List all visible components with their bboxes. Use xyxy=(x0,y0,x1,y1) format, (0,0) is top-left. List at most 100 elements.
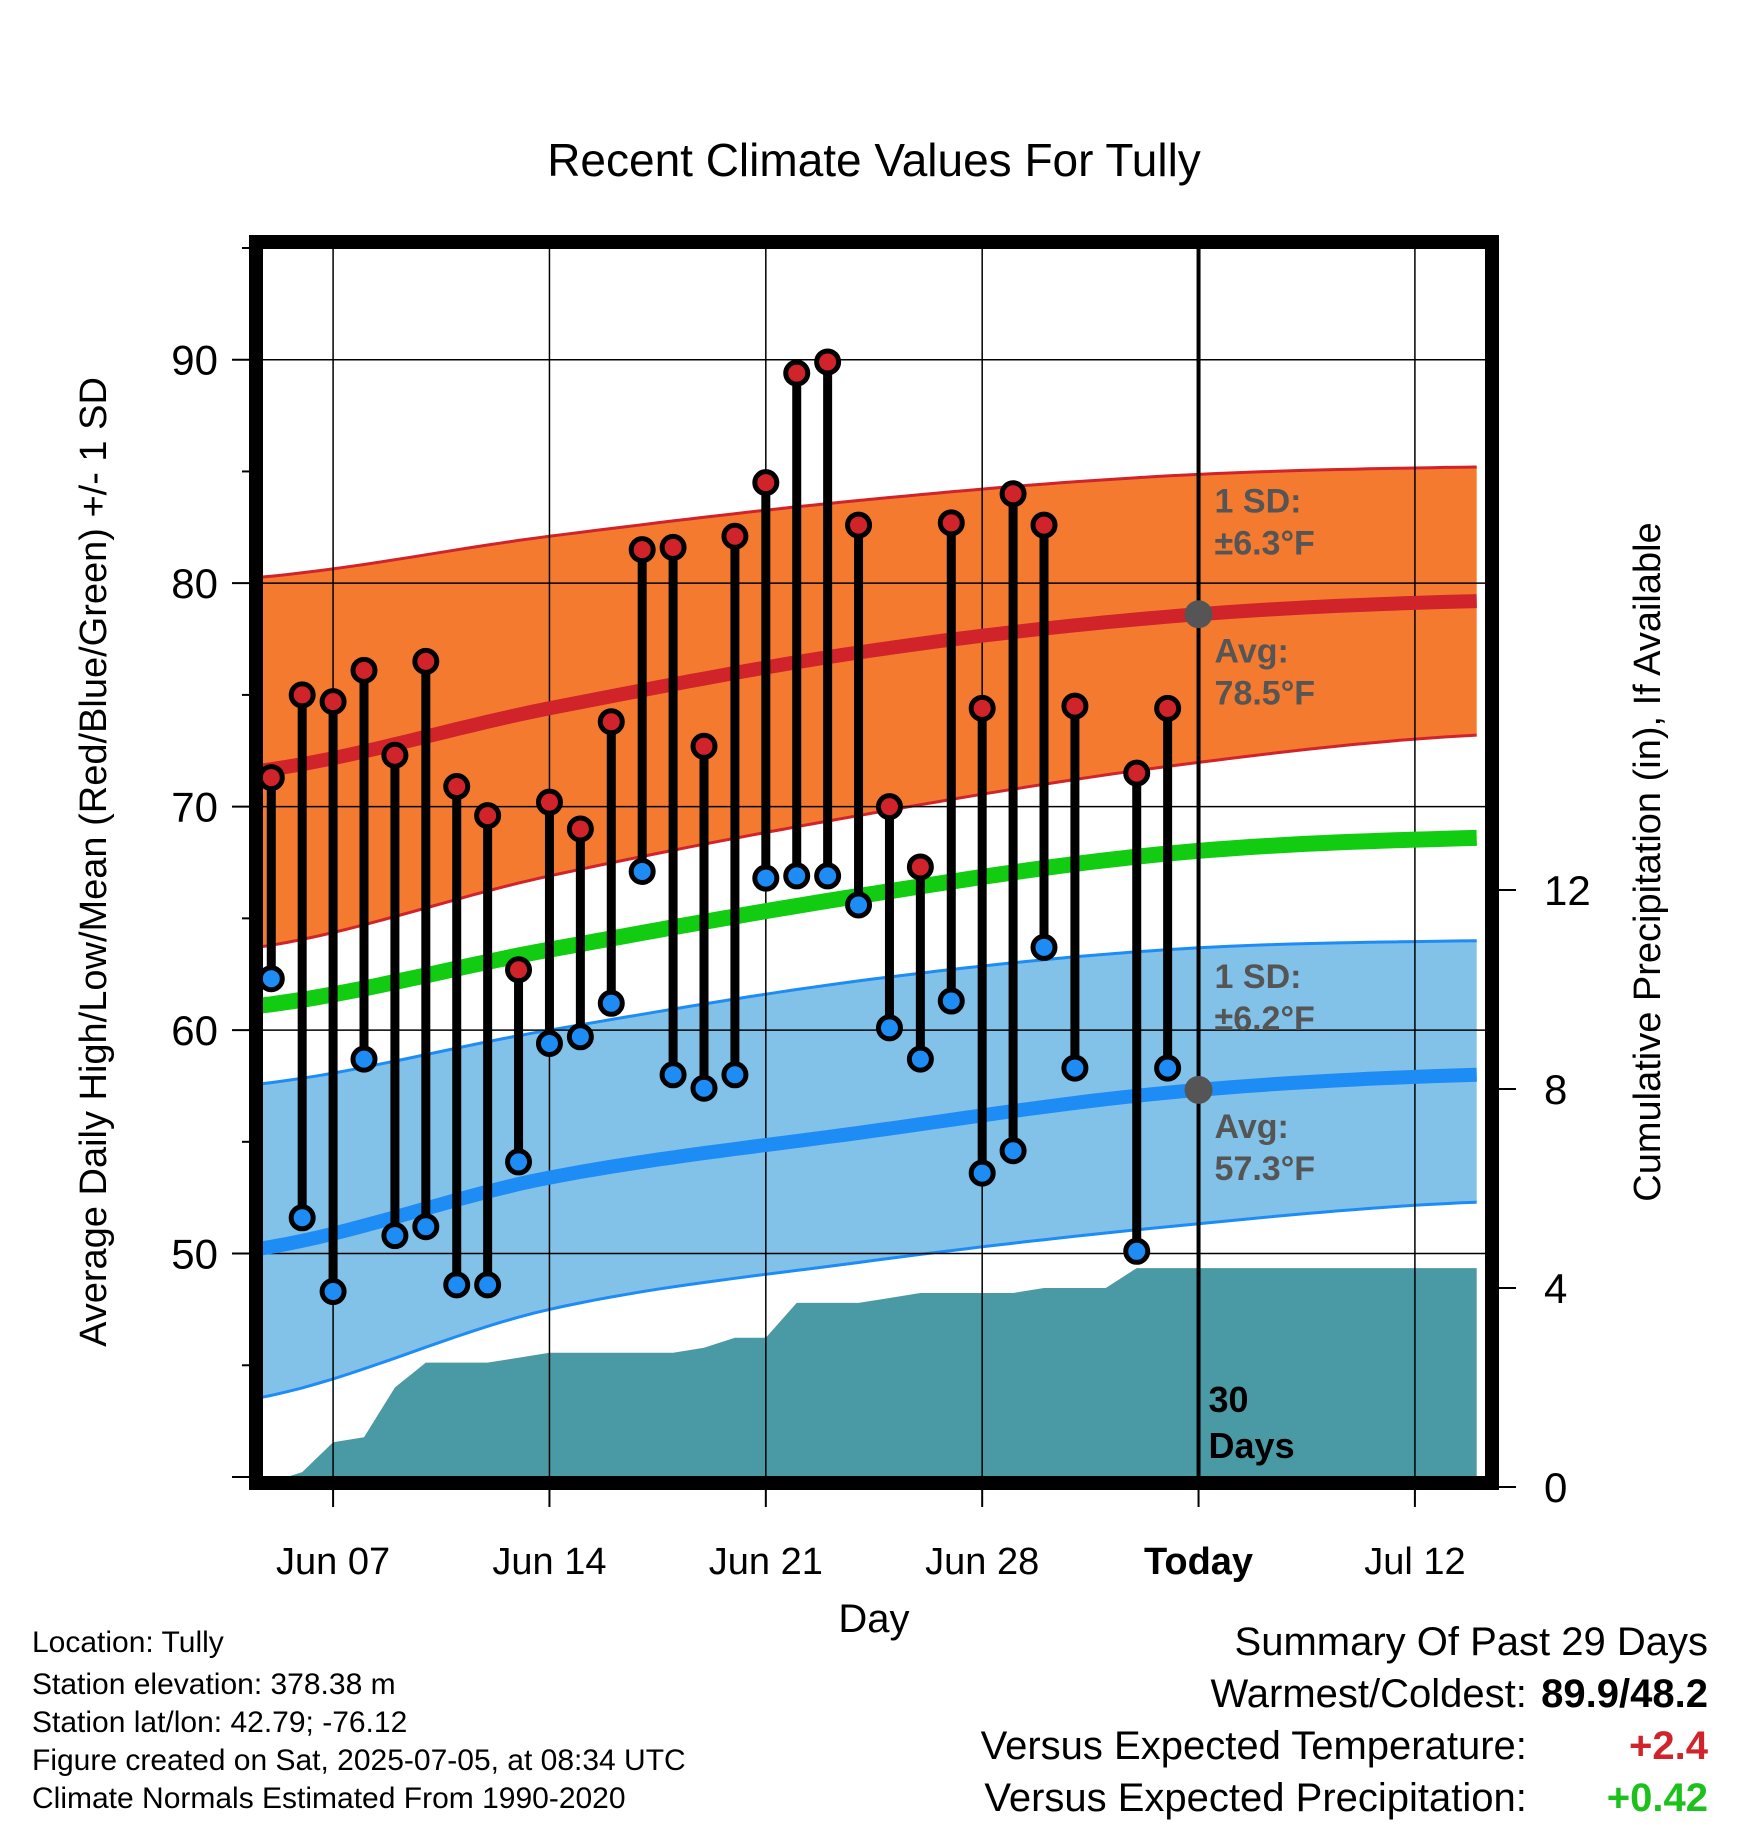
low-point xyxy=(229,981,251,1003)
high-point xyxy=(845,511,873,539)
low-point xyxy=(999,1137,1027,1165)
x-axis-title: Day xyxy=(838,1597,909,1641)
low-point xyxy=(752,864,780,892)
y-tick-label-50: 50 xyxy=(171,1231,218,1278)
prcp-value: +0.42 xyxy=(1606,1776,1708,1820)
plot-frame xyxy=(249,235,1499,1490)
daily-markers xyxy=(229,348,1182,1306)
high-point xyxy=(505,956,533,984)
y-tick-label-90: 90 xyxy=(171,337,218,384)
low-point xyxy=(968,1159,996,1187)
low-sd-annotation-line-1: ±6.2°F xyxy=(1215,1000,1315,1038)
high-point xyxy=(1030,511,1058,539)
high-point xyxy=(229,525,251,547)
low-point xyxy=(1030,933,1058,961)
high-point xyxy=(814,348,842,376)
low-point xyxy=(690,1074,718,1102)
annotations: 1 SD: ±6.3°F Avg: 78.5°F 1 SD: ±6.2°F Avg: 57.3… xyxy=(1215,482,1316,1188)
x-tick-label-5: Jul 12 xyxy=(1364,1541,1465,1583)
low-point xyxy=(381,1222,409,1250)
low-point xyxy=(505,1148,533,1176)
low-avg-line xyxy=(262,1067,1477,1256)
low-sd-band xyxy=(262,940,1477,1398)
high-point xyxy=(319,688,347,716)
low-point xyxy=(350,1045,378,1073)
days-label-line-0: 30 xyxy=(1209,1379,1249,1420)
summary-panel: Summary Of Past 29 Days Warmest/Coldest:… xyxy=(981,1616,1708,1824)
y-tick-label-80: 80 xyxy=(171,560,218,607)
x-tick-label-1: Jun 14 xyxy=(492,1541,606,1583)
high-point xyxy=(999,480,1027,508)
low-point xyxy=(1061,1054,1089,1082)
high-upper-line xyxy=(262,465,1477,579)
location-text: Location: Tully xyxy=(32,1626,224,1659)
low-point xyxy=(288,1204,316,1232)
low-point xyxy=(566,1023,594,1051)
high-avg-annotation-line-1: 78.5°F xyxy=(1215,674,1316,712)
y2-tick-label-0: 0 xyxy=(1544,1464,1567,1511)
days-label-line-1: Days xyxy=(1209,1425,1295,1466)
created-text: Figure created on Sat, 2025-07-05, at 08… xyxy=(32,1744,686,1777)
today-low-avg-marker xyxy=(1184,1075,1213,1104)
high-point xyxy=(566,815,594,843)
latlon-text: Station lat/lon: 42.79; -76.12 xyxy=(32,1706,408,1739)
y2-tick-label-4: 4 xyxy=(1544,1265,1567,1312)
chart-title: Recent Climate Values For Tully xyxy=(547,134,1201,186)
high-point xyxy=(262,764,285,792)
low-point xyxy=(1123,1237,1151,1265)
y-axis-right: 0 4 8 12 xyxy=(1494,867,1591,1511)
low-point xyxy=(443,1271,471,1299)
plot-area: 1 SD: ±6.3°F Avg: 78.5°F 1 SD: ±6.2°F Avg: 57.3… xyxy=(229,248,1486,1477)
summary-warmest-row: Warmest/Coldest: 89.9/48.2 xyxy=(981,1668,1709,1720)
y-tick-label-70: 70 xyxy=(171,784,218,831)
low-lower-line xyxy=(262,1200,1477,1399)
high-sd-annotation-line-0: 1 SD: xyxy=(1215,482,1302,520)
warmest-value: 89.9/48.2 xyxy=(1541,1672,1708,1716)
x-tick-label-0: Jun 07 xyxy=(276,1541,390,1583)
warmest-label: Warmest/Coldest: xyxy=(1210,1672,1527,1716)
y2-tick-label-8: 8 xyxy=(1544,1066,1567,1113)
prcp-label: Versus Expected Precipitation: xyxy=(984,1776,1527,1820)
x-axis: Jun 07 Jun 14 Jun 21 Jun 28 Today Jul 12 xyxy=(276,1485,1466,1583)
summary-temp-row: Versus Expected Temperature: +2.4 xyxy=(981,1720,1708,1772)
high-point xyxy=(968,694,996,722)
y-tick-label-60: 60 xyxy=(171,1007,218,1054)
high-point xyxy=(628,536,656,564)
y-axis-title: Average Daily High/Low/Mean (Red/Blue/Gr… xyxy=(73,377,115,1347)
low-point xyxy=(937,987,965,1015)
low-point xyxy=(814,862,842,890)
low-upper-line xyxy=(262,939,1477,1086)
elevation-text: Station elevation: 378.38 m xyxy=(32,1668,396,1701)
low-point xyxy=(845,891,873,919)
low-point xyxy=(597,989,625,1017)
high-point xyxy=(1154,694,1182,722)
high-point xyxy=(906,853,934,881)
station-info: Location: Tully Station elevation: 378.3… xyxy=(32,1624,686,1818)
high-point xyxy=(1061,692,1089,720)
summary-title: Summary Of Past 29 Days xyxy=(1234,1620,1708,1664)
high-sd-band xyxy=(262,467,1477,947)
x-tick-label-2: Jun 21 xyxy=(709,1541,823,1583)
high-point xyxy=(597,708,625,736)
high-avg-annotation-line-0: Avg: xyxy=(1215,632,1289,670)
low-point xyxy=(628,857,656,885)
high-point xyxy=(937,509,965,537)
low-point xyxy=(659,1061,687,1089)
temp-label: Versus Expected Temperature: xyxy=(980,1724,1527,1768)
high-point xyxy=(875,793,903,821)
low-point xyxy=(875,1014,903,1042)
low-avg-annotation-line-0: Avg: xyxy=(1215,1108,1289,1146)
high-point xyxy=(659,533,687,561)
high-point xyxy=(783,359,811,387)
y2-axis-title: Cumulative Precipitation (in), If Availa… xyxy=(1627,522,1669,1201)
high-point xyxy=(752,469,780,497)
high-point xyxy=(412,647,440,675)
low-point xyxy=(1154,1054,1182,1082)
low-point xyxy=(319,1278,347,1306)
x-tick-label-4: Today xyxy=(1144,1541,1253,1583)
high-point xyxy=(350,656,378,684)
high-point xyxy=(288,681,316,709)
today-high-avg-marker xyxy=(1184,600,1213,629)
y2-tick-label-12: 12 xyxy=(1544,867,1591,914)
